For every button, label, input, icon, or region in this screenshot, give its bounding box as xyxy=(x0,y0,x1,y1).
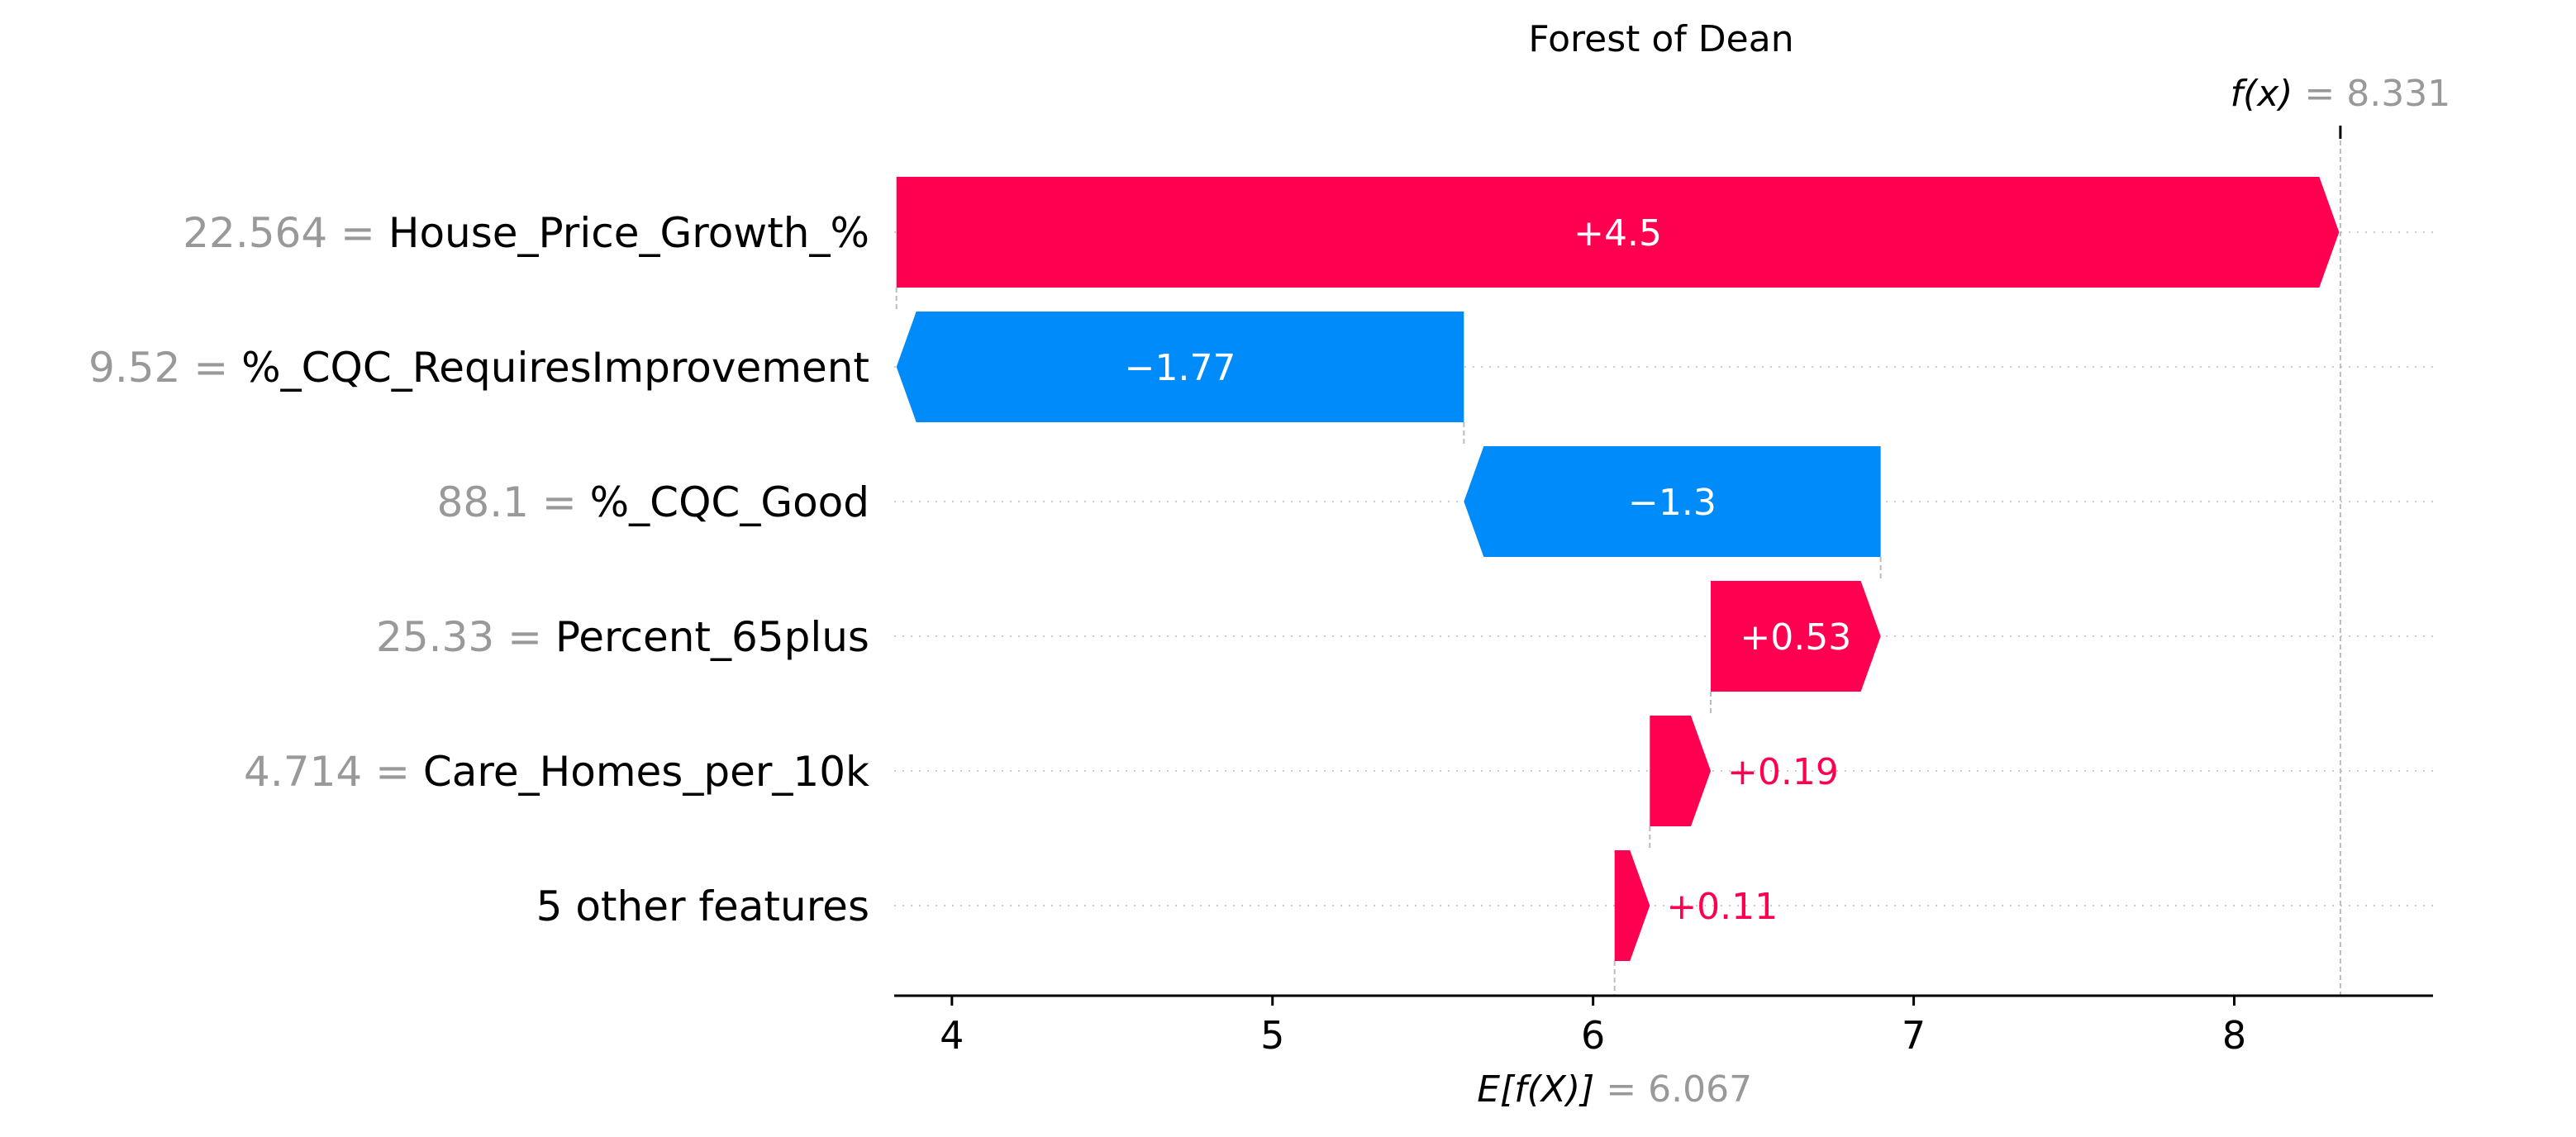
output-value-label: f(x) = 8.331 xyxy=(2231,73,2451,115)
bar-value-label: +4.5 xyxy=(1574,212,1662,255)
x-tick-label: 7 xyxy=(1902,1013,1926,1058)
x-tick-label: 8 xyxy=(2222,1013,2246,1058)
bar-value-label: +0.19 xyxy=(1727,751,1839,793)
feature-label: 5 other features xyxy=(536,882,869,930)
x-tick-label: 5 xyxy=(1260,1013,1284,1058)
feature-label: 88.1 = %_CQC_Good xyxy=(437,478,869,526)
feature-label: 9.52 = %_CQC_RequiresImprovement xyxy=(88,344,869,392)
bar-value-label: −1.3 xyxy=(1628,482,1717,524)
bar-value-label: +0.53 xyxy=(1740,616,1851,659)
reference-labels: f(x) = 8.331 E[f(X)] = 6.067 xyxy=(1477,73,2450,1111)
bar-value-label: −1.77 xyxy=(1125,347,1236,389)
bar-negative xyxy=(896,312,1464,422)
bar-positive xyxy=(1711,581,1881,692)
bars: +4.5 −1.77 −1.3 +0.53 +0.19 +0.11 xyxy=(896,177,2340,961)
base-value-label: E[f(X)] = 6.067 xyxy=(1477,1068,1752,1111)
x-axis: 4 5 6 7 8 xyxy=(894,994,2433,1058)
chart-title: Forest of Dean xyxy=(1528,18,1793,60)
bar-value-label: +0.11 xyxy=(1666,886,1778,928)
feature-label: 4.714 = Care_Homes_per_10k xyxy=(244,748,869,796)
feature-labels: 22.564 = House_Price_Growth_% 9.52 = %_CQ… xyxy=(88,209,869,930)
bar-negative xyxy=(1464,446,1881,557)
feature-label: 25.33 = Percent_65plus xyxy=(376,613,869,661)
bar-positive xyxy=(896,177,2340,288)
x-tick-label: 6 xyxy=(1581,1013,1605,1058)
x-tick-label: 4 xyxy=(940,1013,964,1058)
bar-positive xyxy=(1650,716,1712,826)
connector-lines xyxy=(895,126,2342,996)
bar-positive xyxy=(1614,850,1650,961)
feature-label: 22.564 = House_Price_Growth_% xyxy=(183,209,869,257)
